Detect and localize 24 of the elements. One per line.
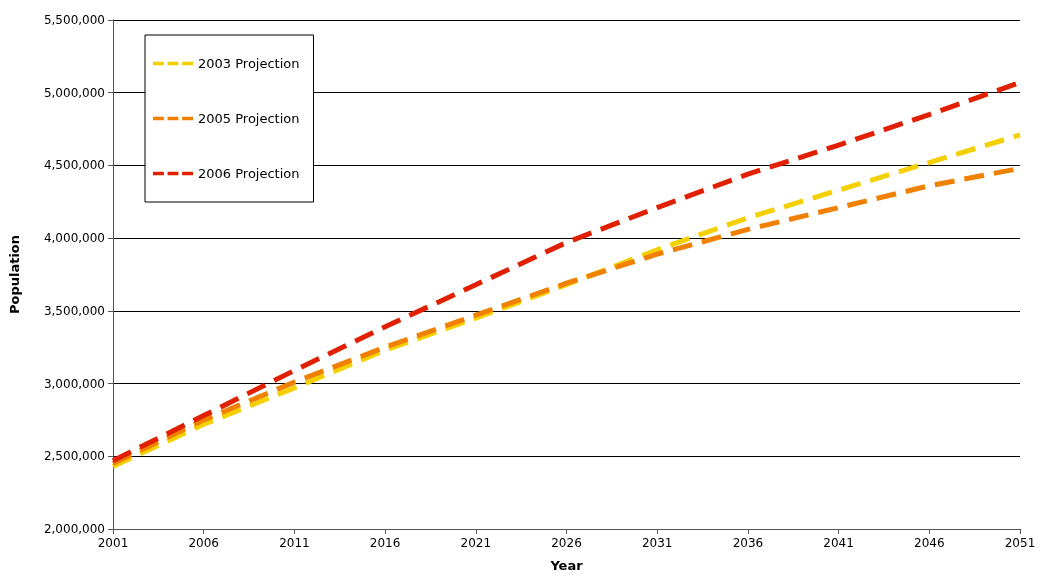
legend-label: 2006 Projection (198, 166, 300, 181)
y-tick-label: 5,000,000 (43, 85, 105, 100)
x-tick-label: 2006 (188, 536, 219, 550)
x-tick-label: 2031 (641, 536, 673, 550)
x-tick-label: 2016 (369, 536, 401, 550)
y-tick-label: 2,000,000 (43, 522, 105, 536)
legend-label: 2003 Projection (198, 56, 300, 71)
x-tick-label: 2001 (97, 536, 129, 550)
x-tick-label: 2011 (279, 536, 310, 550)
y-tick-label: 3,000,000 (43, 376, 105, 391)
x-axis-title: Year (549, 558, 584, 573)
x-tick-label: 2021 (460, 536, 492, 550)
x-tick-label: 2041 (823, 536, 854, 550)
y-tick-label: 3,500,000 (43, 303, 105, 318)
legend-label: 2005 Projection (198, 111, 300, 126)
x-tick-label: 2036 (732, 536, 764, 550)
x-tick-label: 2026 (551, 536, 582, 550)
y-tick-label: 2,500,000 (43, 449, 105, 464)
y-tick-label: 4,500,000 (43, 158, 105, 173)
x-tick-label: 2051 (1004, 536, 1036, 550)
y-tick-label: 4,000,000 (43, 231, 105, 246)
y-axis-title: Population (7, 234, 22, 315)
x-tick-label: 2046 (914, 536, 945, 550)
y-tick-label: 5,500,000 (43, 13, 105, 27)
